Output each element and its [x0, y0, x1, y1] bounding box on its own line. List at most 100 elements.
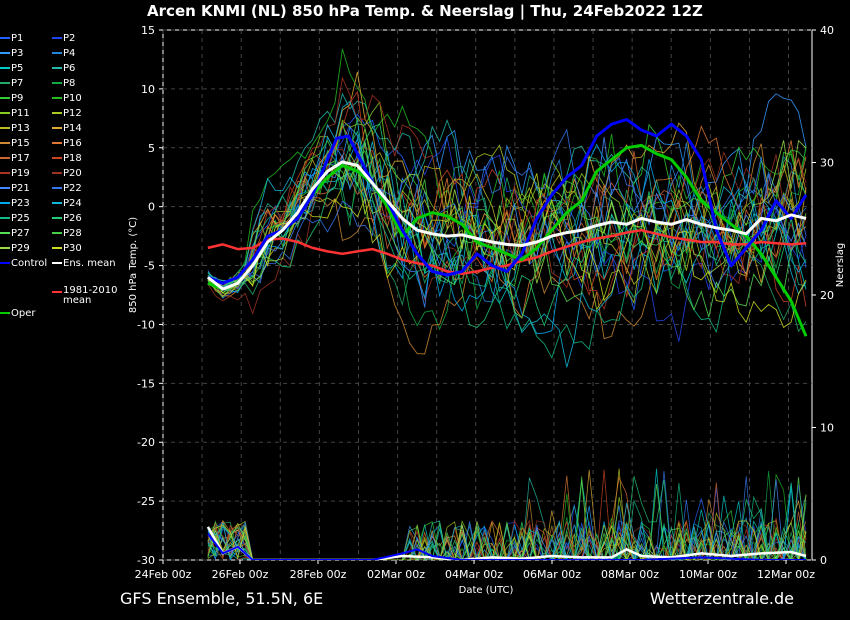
precip-line-member: [207, 487, 806, 560]
legend-swatch: [52, 187, 62, 189]
legend-label: P23: [11, 198, 30, 209]
legend-item: P22: [52, 182, 82, 195]
legend-swatch: [0, 232, 10, 234]
legend-item: P11: [0, 107, 30, 120]
legend-label: 1981-2010 mean: [63, 284, 118, 306]
legend-item: P26: [52, 212, 82, 225]
precip-line-member: [207, 496, 806, 560]
legend-swatch: [52, 127, 62, 129]
legend-item: P30: [52, 242, 82, 255]
legend-item: P6: [52, 62, 75, 75]
chart-title: Arcen KNMI (NL) 850 hPa Temp. & Neerslag…: [147, 2, 703, 20]
legend-label: P21: [11, 183, 30, 194]
legend-swatch: [0, 172, 10, 174]
legend-swatch: [52, 290, 62, 293]
legend-swatch: [0, 112, 10, 114]
legend-label: P13: [11, 123, 30, 134]
legend-item: P4: [52, 47, 75, 60]
legend-label: P12: [63, 108, 82, 119]
temp-line-climate: [207, 228, 807, 276]
y2-tick-label: 0: [820, 554, 827, 567]
legend-swatch: [0, 311, 10, 314]
legend-swatch: [0, 247, 10, 249]
legend-item: P5: [0, 62, 23, 75]
precip-line-member: [207, 494, 807, 560]
legend-item: P29: [0, 242, 30, 255]
y-tick-label: -25: [137, 495, 155, 508]
legend-swatch: [52, 37, 62, 39]
legend-label: P4: [63, 48, 76, 59]
legend-label: P10: [63, 93, 82, 104]
legend-label: Oper: [11, 307, 36, 319]
legend-label: P15: [11, 138, 30, 149]
legend-item: P20: [52, 167, 82, 180]
precip-line-member: [207, 469, 807, 560]
x-tick-label: 24Feb 00z: [135, 568, 192, 581]
legend-swatch: [52, 217, 62, 219]
legend-item: P2: [52, 32, 75, 45]
legend-swatch: [52, 52, 62, 54]
y-tick-label: -5: [144, 260, 155, 273]
legend-item: P15: [0, 137, 30, 150]
legend-swatch: [52, 202, 62, 204]
y2-tick-label: 40: [820, 24, 834, 37]
y-tick-label: -15: [137, 377, 155, 390]
legend-swatch: [0, 217, 10, 219]
y2-tick-label: 10: [820, 422, 834, 435]
legend-label: P5: [11, 63, 24, 74]
temp-line-member: [207, 76, 807, 311]
legend-swatch: [0, 157, 10, 159]
legend-label: P8: [63, 78, 76, 89]
legend-label: P6: [63, 63, 76, 74]
y2-tick-label: 30: [820, 157, 834, 170]
legend-item: P24: [52, 197, 82, 210]
legend-item: P8: [52, 77, 75, 90]
legend-item: P19: [0, 167, 30, 180]
legend-label: P9: [11, 93, 24, 104]
legend-item: P12: [52, 107, 82, 120]
legend-label: P1: [11, 33, 24, 44]
temp-line-member: [207, 128, 807, 290]
legend-label: P30: [63, 243, 82, 254]
legend-item: P16: [52, 137, 82, 150]
legend-swatch: [0, 82, 10, 84]
legend-swatch: [52, 112, 62, 114]
legend-swatch: [52, 97, 62, 99]
x-tick-label: 08Mar 00z: [601, 568, 659, 581]
legend-label: P22: [63, 183, 82, 194]
legend-label: P16: [63, 138, 82, 149]
legend-label: P27: [11, 228, 30, 239]
temp-line-control: [207, 118, 808, 285]
legend-label: P19: [11, 168, 30, 179]
x-tick-label: 06Mar 00z: [523, 568, 581, 581]
legend-item: P25: [0, 212, 30, 225]
x-tick-label: 26Feb 00z: [212, 568, 269, 581]
legend-swatch: [52, 262, 62, 264]
precip-line-member: [207, 512, 807, 560]
legend-label: P17: [11, 153, 30, 164]
legend-label: P20: [63, 168, 82, 179]
precip-line-member: [207, 498, 807, 560]
legend-label: Control: [11, 258, 48, 269]
legend-item: P27: [0, 227, 30, 240]
legend-swatch: [52, 67, 62, 69]
legend-swatch: [0, 52, 10, 54]
temp-line-member: [207, 116, 807, 299]
temp-line-member: [207, 139, 807, 285]
legend-swatch: [0, 187, 10, 189]
temp-line-member: [207, 149, 807, 315]
footer-source: Wetterzentrale.de: [649, 589, 794, 608]
legend-item: P3: [0, 47, 23, 60]
legend-swatch: [52, 142, 62, 144]
legend-swatch: [0, 37, 10, 39]
legend-item: P21: [0, 182, 30, 195]
legend-swatch: [0, 67, 10, 69]
y2-tick-label: 20: [820, 289, 834, 302]
legend-item: P13: [0, 122, 30, 135]
temp-line-member: [207, 151, 807, 298]
legend-swatch: [52, 157, 62, 159]
legend-label: P29: [11, 243, 30, 254]
legend-swatch: [0, 202, 10, 204]
legend-label: P11: [11, 108, 30, 119]
